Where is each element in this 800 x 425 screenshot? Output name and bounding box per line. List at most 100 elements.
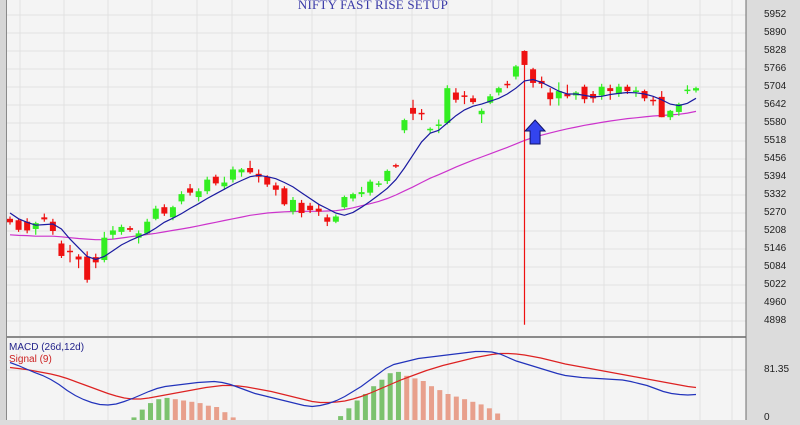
bear-candle: [452, 92, 459, 100]
macd-histogram-bar: [205, 405, 211, 420]
bull-candle: [135, 233, 142, 238]
bear-candle: [247, 168, 254, 173]
bear-candle: [307, 205, 314, 211]
macd-histogram-bar: [379, 379, 385, 420]
fast-ma-line: [9, 78, 697, 261]
price-axis-tick: 5704: [764, 81, 787, 92]
bull-candle: [229, 169, 236, 180]
bear-candle: [624, 86, 631, 92]
left-border: [0, 0, 7, 420]
macd-histogram-bar: [189, 401, 195, 420]
bull-candle: [615, 86, 622, 94]
macd-histogram-bar: [395, 371, 401, 420]
bull-candle: [667, 110, 674, 118]
bull-candle: [675, 104, 682, 112]
price-axis-tick: 5270: [764, 207, 787, 218]
bull-candle: [169, 207, 176, 218]
bear-candle: [418, 112, 425, 115]
bear-candle: [264, 176, 271, 185]
bear-candle: [58, 243, 65, 256]
macd-histogram-bar: [230, 417, 236, 420]
macd-histogram-bar: [139, 409, 145, 420]
macd-histogram-bar: [429, 386, 435, 420]
bull-candle: [375, 183, 382, 185]
macd-histogram-bar: [437, 390, 443, 420]
bear-candle: [84, 256, 91, 280]
price-axis-tick: 4898: [764, 315, 787, 326]
price-axis-tick: 5456: [764, 153, 787, 164]
signal-legend-label: Signal (9): [9, 354, 52, 365]
bear-candle: [530, 69, 537, 83]
bull-candle: [632, 90, 639, 92]
bear-candle: [127, 228, 134, 230]
macd-axis-tick: 81.35: [764, 364, 790, 375]
bear-candle: [521, 51, 528, 65]
bull-candle: [350, 194, 356, 199]
up-arrow-icon: [523, 119, 547, 145]
macd-histogram-bar: [404, 375, 410, 420]
bear-candle: [461, 95, 468, 97]
price-axis-tick: 4960: [764, 297, 787, 308]
bull-candle: [118, 226, 125, 232]
bull-candle: [684, 89, 691, 92]
price-axis-tick: 5580: [764, 117, 787, 128]
bull-candle: [109, 230, 116, 235]
bear-candle: [590, 93, 597, 99]
bull-candle: [32, 223, 39, 229]
macd-line: [9, 350, 697, 408]
bull-candle: [238, 169, 245, 173]
bear-candle: [298, 202, 305, 213]
macd-histogram-bar: [412, 378, 418, 420]
bull-candle: [478, 110, 485, 115]
macd-histogram-bar: [214, 407, 220, 420]
bear-candle: [315, 208, 322, 212]
price-axis-tick: 5642: [764, 99, 787, 110]
bull-candle: [144, 221, 151, 234]
bull-candle: [512, 66, 519, 77]
macd-histogram-bar: [478, 404, 484, 420]
price-axis-tick: 5518: [764, 135, 787, 146]
bull-candle: [152, 208, 159, 219]
macd-histogram-bar: [164, 397, 170, 420]
price-axis-tick: 5332: [764, 189, 787, 200]
macd-histogram-bar: [495, 413, 501, 420]
chart-title: NIFTY FAST RISE SETUP: [297, 0, 449, 12]
price-axis-tick: 5952: [764, 9, 787, 20]
price-axis-tick: 5146: [764, 243, 787, 254]
bull-candle: [401, 120, 408, 131]
bull-candle: [367, 181, 374, 193]
bear-candle: [161, 207, 168, 214]
price-panel: [7, 0, 746, 336]
price-axis-tick: 5208: [764, 225, 787, 236]
bull-candle: [487, 96, 494, 103]
macd-histogram-bar: [371, 386, 377, 420]
bear-candle: [67, 250, 74, 253]
macd-histogram-bar: [387, 373, 393, 420]
macd-histogram-bar: [346, 408, 352, 420]
bear-candle: [187, 188, 194, 193]
macd-histogram-bar: [338, 416, 344, 420]
bull-candle: [495, 88, 502, 93]
bear-candle: [41, 217, 48, 220]
macd-histogram-bar: [222, 412, 228, 420]
bear-candle: [212, 176, 219, 184]
macd-histogram-bar: [131, 417, 137, 420]
macd-axis-tick: 0: [764, 412, 770, 423]
bull-candle: [358, 192, 365, 195]
macd-histogram-bar: [362, 394, 368, 420]
bear-candle: [547, 92, 554, 100]
bear-candle: [607, 88, 614, 92]
macd-histogram-bar: [486, 408, 492, 420]
macd-histogram-bar: [172, 399, 178, 420]
slow-ma-line: [9, 110, 697, 241]
macd-histogram-bar: [181, 400, 187, 420]
price-axis-tick: 5766: [764, 63, 787, 74]
macd-histogram-bar: [197, 403, 203, 420]
macd-panel: [7, 338, 746, 420]
bear-candle: [581, 86, 588, 100]
bull-candle: [195, 191, 202, 198]
bear-candle: [324, 217, 331, 222]
bear-candle: [272, 185, 279, 190]
